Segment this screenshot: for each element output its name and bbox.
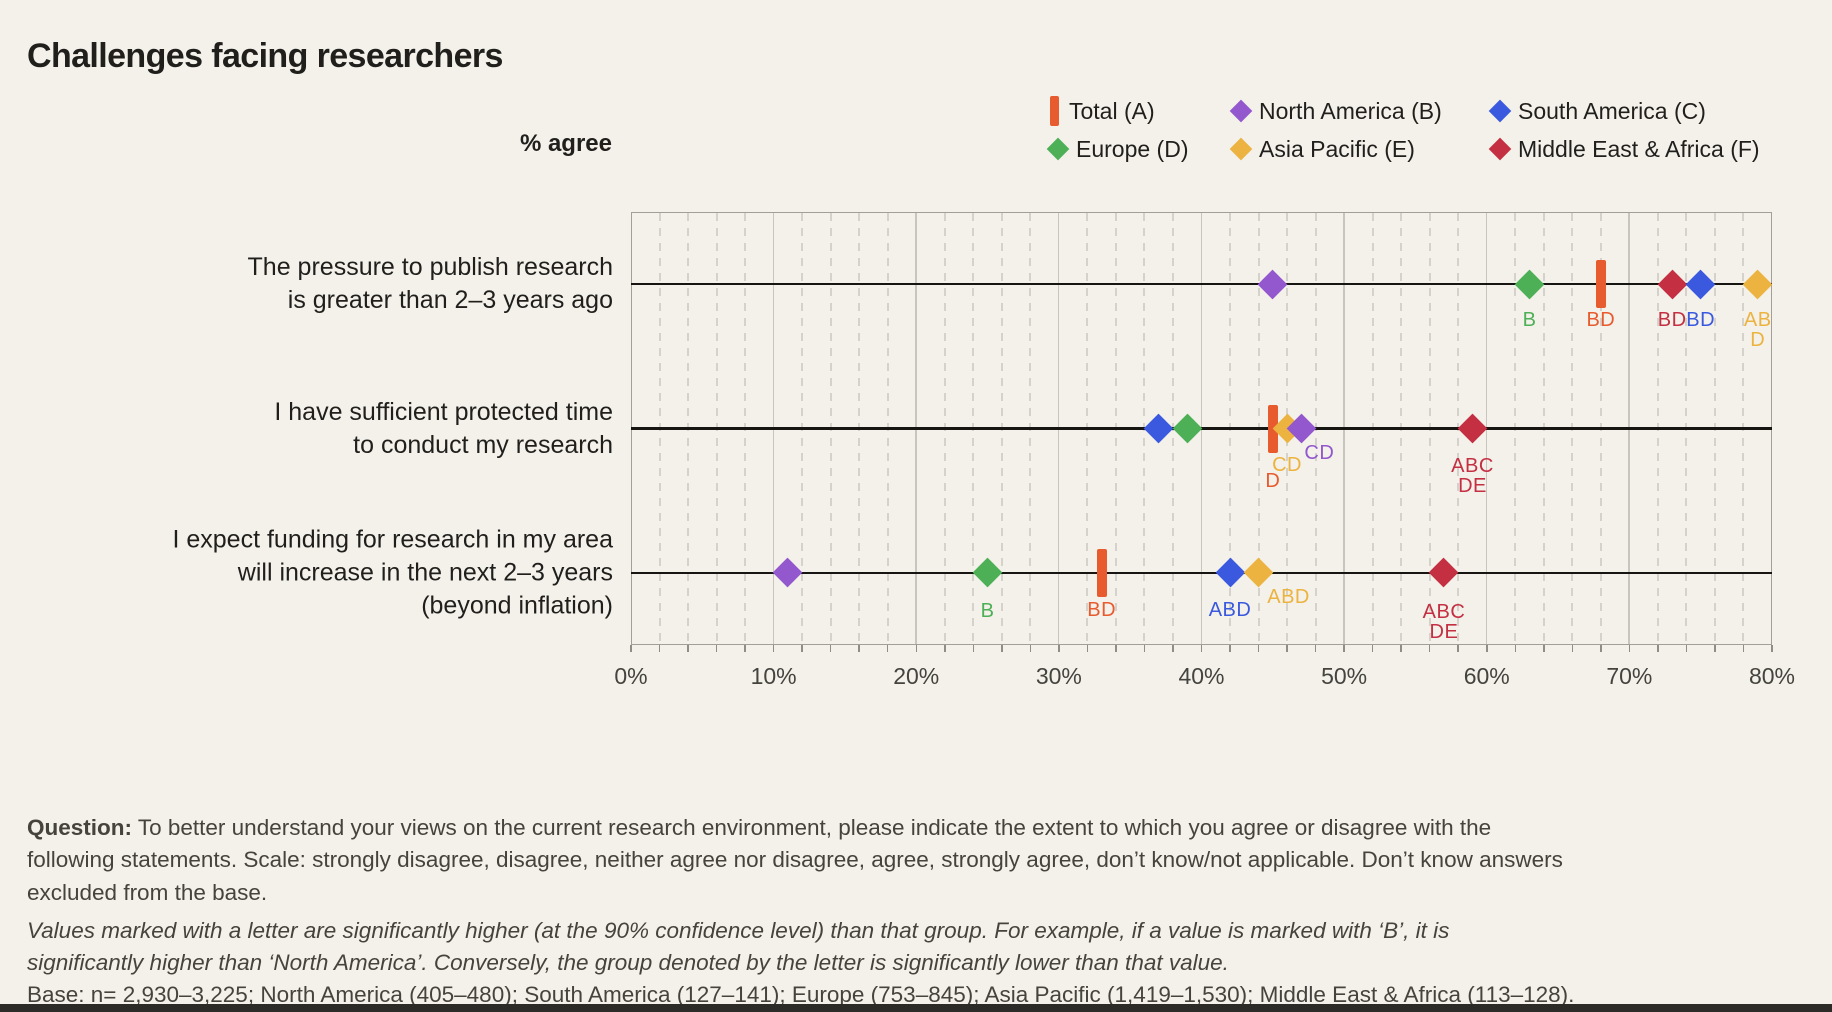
axis-tick xyxy=(1314,645,1317,652)
x-tick-label: 70% xyxy=(1606,663,1653,689)
marker-total-bar xyxy=(1595,260,1606,309)
axis-tick xyxy=(1600,645,1602,652)
x-tick-label: 30% xyxy=(1035,663,1082,689)
legend-diamond-icon xyxy=(1046,137,1070,161)
legend-item: Middle East & Africa (F) xyxy=(1488,135,1760,163)
marker-total-bar xyxy=(1096,548,1107,597)
row-baseline xyxy=(631,571,1772,575)
significance-note: Values marked with a letter are signific… xyxy=(27,917,1450,976)
significance-label: ABD xyxy=(1267,585,1310,608)
axis-tick xyxy=(1343,645,1345,652)
legend-diamond-icon xyxy=(1229,137,1253,161)
axis-tick xyxy=(630,645,632,652)
axis-tick xyxy=(1172,645,1174,652)
axis-tick xyxy=(1714,645,1716,652)
axis-tick xyxy=(1571,645,1574,652)
axis-tick xyxy=(1657,645,1659,652)
axis-tick xyxy=(772,645,775,652)
significance-label: BD xyxy=(1087,598,1117,621)
significance-label: D xyxy=(1265,469,1281,492)
axis-tick xyxy=(715,645,718,652)
legend-diamond-icon xyxy=(1488,137,1512,161)
significance-label: ABC DE xyxy=(1451,454,1494,497)
axis-tick xyxy=(1001,645,1003,652)
axis-tick xyxy=(1628,645,1631,652)
bottom-edge-strip xyxy=(0,1004,1832,1012)
legend-bar-icon xyxy=(1050,96,1059,126)
axis-tick xyxy=(1115,645,1117,652)
axis-tick xyxy=(829,645,832,652)
axis-tick xyxy=(858,645,860,652)
question-text: To better understand your views on the c… xyxy=(27,814,1563,905)
axis-tick xyxy=(1428,645,1431,652)
legend-label: North America (B) xyxy=(1259,97,1442,124)
row-label: I expect funding for research in my area… xyxy=(172,525,613,620)
significance-label: CD xyxy=(1272,453,1302,476)
page-title: Challenges facing researchers xyxy=(27,36,503,75)
x-tick-label: 60% xyxy=(1463,663,1510,689)
legend-label: Asia Pacific (E) xyxy=(1259,135,1415,162)
axis-caption: % agree xyxy=(519,130,612,157)
x-tick-label: 40% xyxy=(1178,663,1225,689)
significance-label: BD xyxy=(1686,309,1716,332)
axis-tick xyxy=(1457,645,1459,652)
legend-item: Europe (D) xyxy=(1046,135,1189,163)
question-label: Question: xyxy=(27,814,132,840)
axis-tick xyxy=(658,645,661,652)
x-tick-label: 20% xyxy=(893,663,940,689)
axis-tick xyxy=(1058,645,1060,652)
axis-tick xyxy=(1371,645,1374,652)
axis-tick xyxy=(886,645,889,652)
significance-label: BD xyxy=(1657,309,1687,332)
legend-item: Total (A) xyxy=(1050,96,1155,126)
axis-tick xyxy=(1029,645,1032,652)
significance-label: ABD xyxy=(1208,598,1252,621)
axis-tick xyxy=(972,645,975,652)
axis-tick xyxy=(744,645,746,652)
axis-tick xyxy=(1685,645,1688,652)
row-label: The pressure to publish research is grea… xyxy=(247,253,613,315)
axis-tick xyxy=(1143,645,1146,652)
axis-tick xyxy=(1742,645,1745,652)
legend-diamond-icon xyxy=(1229,99,1253,123)
significance-label: B xyxy=(1522,309,1537,332)
legend-label: Middle East & Africa (F) xyxy=(1518,135,1760,162)
axis-tick xyxy=(1771,645,1773,652)
legend-label: Total (A) xyxy=(1069,97,1155,124)
significance-label: B xyxy=(980,599,995,622)
legend-item: North America (B) xyxy=(1229,97,1442,125)
legend-diamond-icon xyxy=(1488,99,1512,123)
axis-tick xyxy=(1286,645,1288,652)
axis-tick xyxy=(1229,645,1231,652)
x-tick-label: 80% xyxy=(1748,663,1796,689)
legend-label: South America (C) xyxy=(1518,97,1706,124)
axis-tick xyxy=(1400,645,1402,652)
axis-tick xyxy=(687,645,689,652)
axis-tick xyxy=(1200,645,1203,652)
axis-tick xyxy=(1257,645,1260,652)
x-tick-label: 50% xyxy=(1321,663,1368,689)
axis-tick xyxy=(801,645,803,652)
significance-label: ABC DE xyxy=(1422,600,1466,643)
row-baseline xyxy=(631,282,1772,286)
x-tick-label: 10% xyxy=(750,663,797,689)
x-tick-label: 0% xyxy=(614,663,648,689)
axis-tick xyxy=(944,645,946,652)
legend-item: Asia Pacific (E) xyxy=(1229,135,1415,163)
significance-label: CD xyxy=(1304,441,1335,464)
axis-tick xyxy=(1086,645,1089,652)
axis-tick xyxy=(1486,645,1488,652)
row-label: I have sufficient protected time to cond… xyxy=(274,397,613,459)
base-note: Base: n= 2,930–3,225; North America (405… xyxy=(27,981,1575,1007)
axis-tick xyxy=(915,645,917,652)
axis-tick xyxy=(1543,645,1545,652)
axis-tick xyxy=(1514,645,1517,652)
significance-label: AB D xyxy=(1743,309,1772,352)
legend-item: South America (C) xyxy=(1488,97,1706,125)
legend-label: Europe (D) xyxy=(1076,135,1189,162)
significance-label: BD xyxy=(1586,309,1616,332)
question-note: Question: To better understand your view… xyxy=(27,812,1587,910)
